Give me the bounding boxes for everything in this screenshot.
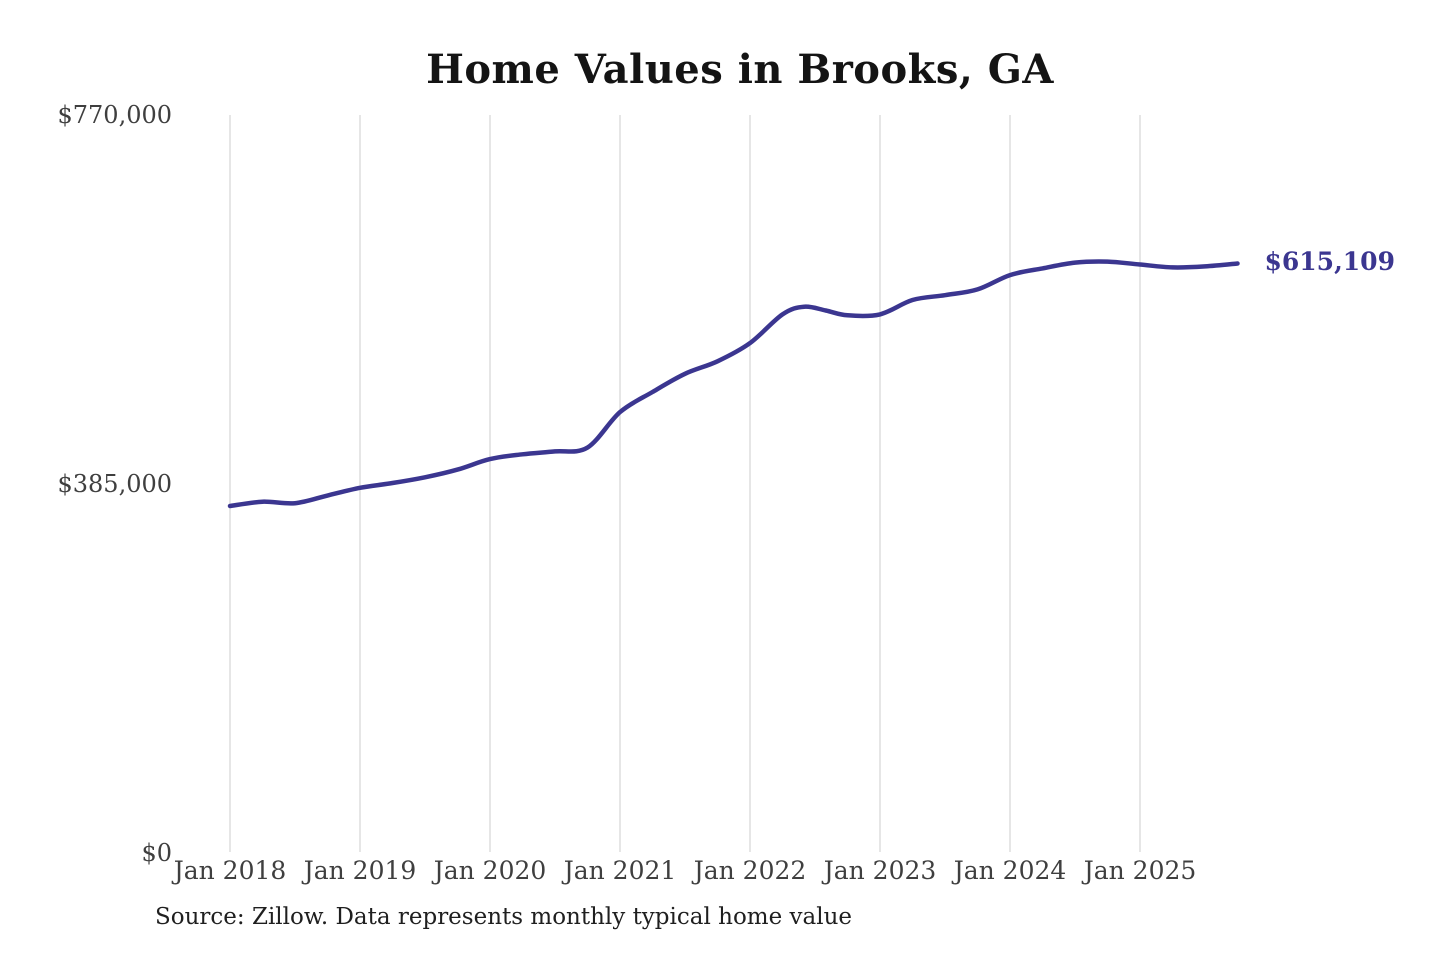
y-tick-label: $770,000 [57, 101, 172, 129]
x-tick-label: Jan 2020 [433, 856, 547, 885]
x-tick-label: Jan 2025 [1083, 856, 1197, 885]
source-note: Source: Zillow. Data represents monthly … [155, 904, 853, 930]
x-tick-label: Jan 2018 [173, 856, 287, 885]
home-value-line [227, 259, 1240, 509]
x-tick-label: Jan 2022 [693, 856, 807, 885]
x-tick-label: Jan 2019 [303, 856, 417, 885]
y-tick-label: $0 [141, 839, 172, 867]
x-tick-label: Jan 2024 [953, 856, 1067, 885]
x-tick-label: Jan 2021 [563, 856, 677, 885]
y-tick-label: $385,000 [57, 470, 172, 498]
gridlines [229, 115, 1141, 852]
x-tick-label: Jan 2023 [823, 856, 937, 885]
chart-title: Home Values in Brooks, GA [426, 46, 1054, 93]
latest-value-label: $615,109 [1264, 247, 1395, 277]
